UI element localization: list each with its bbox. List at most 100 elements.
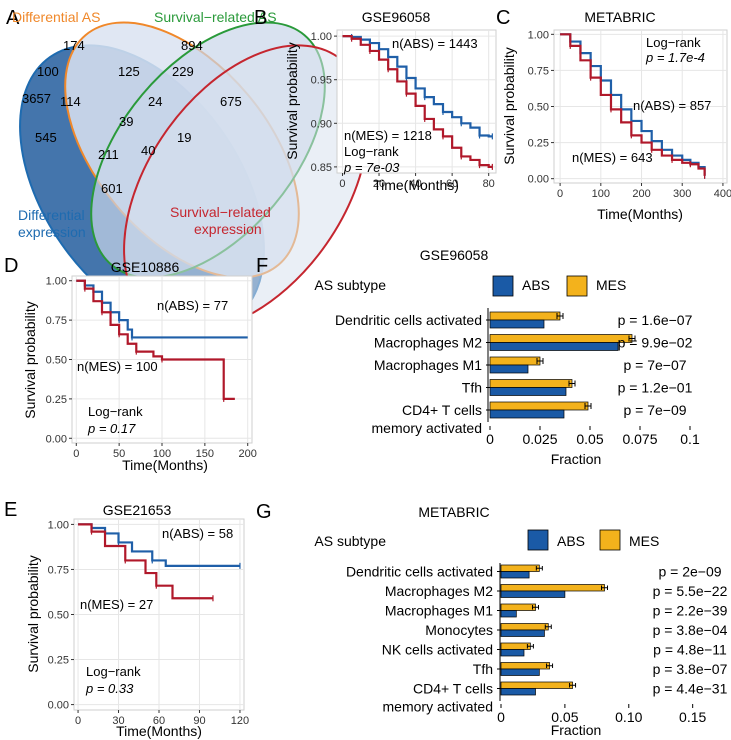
y-tick-label: 0.50 xyxy=(46,355,67,367)
x-axis-label: Time(Months) xyxy=(116,723,202,739)
category-label-line2: memory activated xyxy=(372,420,482,436)
annotation-pvalue: p = 1.7e-4 xyxy=(645,50,705,65)
km-curve-mes xyxy=(342,35,493,168)
km-curve-mes xyxy=(76,279,235,400)
venn-count: 39 xyxy=(119,114,133,129)
x-tick-label: 0 xyxy=(497,709,505,725)
bar-mes xyxy=(500,603,536,611)
x-axis-label: Fraction xyxy=(551,722,602,738)
y-tick-label: 0.50 xyxy=(48,610,69,622)
x-axis-label: Fraction xyxy=(551,451,602,467)
venn-label-surv-expr-1: Survival−related xyxy=(170,204,271,220)
x-tick-label: 0 xyxy=(339,178,345,190)
x-axis-label: Time(Months) xyxy=(373,177,459,193)
x-tick-label: 150 xyxy=(196,448,214,460)
x-tick-label: 40 xyxy=(409,178,421,190)
legend-title: AS subtype xyxy=(314,277,386,293)
chart-title: METABRIC xyxy=(584,9,655,25)
panel-letter-g: G xyxy=(256,501,272,523)
venn-count: 675 xyxy=(220,94,242,109)
y-tick-label: 0.90 xyxy=(311,118,332,130)
annotation-n-mes: n(MES) = 27 xyxy=(80,597,153,612)
y-axis-label: Survival probability xyxy=(25,555,41,673)
y-tick-label: 0.25 xyxy=(528,138,549,150)
venn-count: 545 xyxy=(35,130,57,145)
venn-label-diff-expr-1: Differential xyxy=(18,207,85,223)
bar-mes xyxy=(489,356,541,366)
legend-swatch-mes xyxy=(599,529,621,551)
venn-count: 100 xyxy=(37,64,59,79)
annotation-n-mes: n(MES) = 1218 xyxy=(344,128,432,143)
bar-abs xyxy=(500,649,525,657)
x-tick-label: 0.025 xyxy=(522,431,557,447)
annotation-logrank: Log−rank xyxy=(344,144,399,159)
y-tick-label: 0.50 xyxy=(528,102,549,114)
bar-abs xyxy=(500,590,566,598)
x-tick-label: 0.1 xyxy=(680,431,700,447)
bar-mes xyxy=(500,584,605,592)
chart-title: GSE10886 xyxy=(111,259,180,275)
p-value-label: p = 5.5e−22 xyxy=(653,583,728,599)
y-tick-label: 0.00 xyxy=(48,700,69,712)
y-axis-label: Survival probability xyxy=(284,42,300,160)
km-curve-abs xyxy=(76,279,248,339)
x-tick-label: 0 xyxy=(75,715,81,727)
x-tick-label: 400 xyxy=(714,188,731,200)
legend-swatch-mes xyxy=(566,275,588,297)
x-tick-label: 0.15 xyxy=(679,709,706,725)
venn-count: 125 xyxy=(118,64,140,79)
km-curve-mes xyxy=(78,523,213,600)
legend-swatch-abs xyxy=(492,275,514,297)
km-curve-abs xyxy=(78,523,240,567)
venn-count: 24 xyxy=(148,94,162,109)
bar-abs xyxy=(500,610,517,618)
venn-count: 3657 xyxy=(22,91,51,106)
km-chart-gse10886: GSE10886 0 50 100 150 200 0.00 0.25 0.50 0.75 1.0… xyxy=(22,259,257,473)
y-tick-label: 0.95 xyxy=(311,75,332,87)
p-value-label: p = 3.8e−04 xyxy=(653,622,728,638)
p-value-label: p = 9.9e−02 xyxy=(618,335,693,351)
y-axis-label: Survival probability xyxy=(501,47,517,165)
x-tick-label: 0 xyxy=(557,188,563,200)
venn-label-diff-expr-2: expression xyxy=(18,224,86,240)
p-value-label: p = 3.8e−07 xyxy=(653,661,728,677)
y-tick-label: 1.00 xyxy=(46,276,67,288)
bar-mes xyxy=(489,401,589,411)
x-tick-label: 0.05 xyxy=(551,709,578,725)
p-value-label: p = 7e−07 xyxy=(623,357,686,373)
x-tick-label: 100 xyxy=(153,448,171,460)
panel-letter-d: D xyxy=(4,255,18,277)
venn-count: 174 xyxy=(63,38,85,53)
x-tick-label: 50 xyxy=(113,448,125,460)
bar-abs xyxy=(500,629,545,637)
venn-label-survival-as: Survival−related AS xyxy=(154,9,277,25)
chart-title: GSE96058 xyxy=(362,9,431,25)
category-label: CD4+ T cells xyxy=(413,681,493,697)
x-tick-label: 20 xyxy=(373,178,385,190)
x-tick-label: 120 xyxy=(231,715,249,727)
y-tick-label: 1.00 xyxy=(48,519,69,531)
bar-mes xyxy=(489,334,633,343)
venn-count: 894 xyxy=(181,38,203,53)
x-axis-label: Time(Months) xyxy=(597,206,683,222)
y-tick-label: 1.00 xyxy=(311,31,332,43)
annotation-pvalue: p = 7e-03 xyxy=(343,160,400,175)
x-tick-label: 30 xyxy=(112,715,124,727)
x-tick-label: 0.075 xyxy=(622,431,657,447)
x-tick-label: 0.10 xyxy=(615,709,642,725)
venn-count: 211 xyxy=(98,147,119,162)
x-axis-label: Time(Months) xyxy=(122,457,208,473)
annotation-pvalue: p = 0.33 xyxy=(85,681,134,696)
panel-letter-c: C xyxy=(496,7,510,29)
chart-title: METABRIC xyxy=(418,504,489,520)
x-tick-label: 200 xyxy=(239,448,257,460)
annotation-logrank: Log−rank xyxy=(646,35,701,50)
venn-count: 601 xyxy=(101,181,123,196)
bar-abs xyxy=(489,387,567,396)
panel-letter-b: B xyxy=(254,7,267,29)
bar-abs xyxy=(489,342,619,351)
bar-chart-metabric: METABRIC AS subtype ABS MES Dendritic ce… xyxy=(314,504,727,738)
km-chart-gse96058: GSE96058 0 20 40 60 80 0.85 0.90 0.95 1.00 Time(… xyxy=(284,9,497,193)
annotation-n-mes: n(MES) = 643 xyxy=(572,150,653,165)
